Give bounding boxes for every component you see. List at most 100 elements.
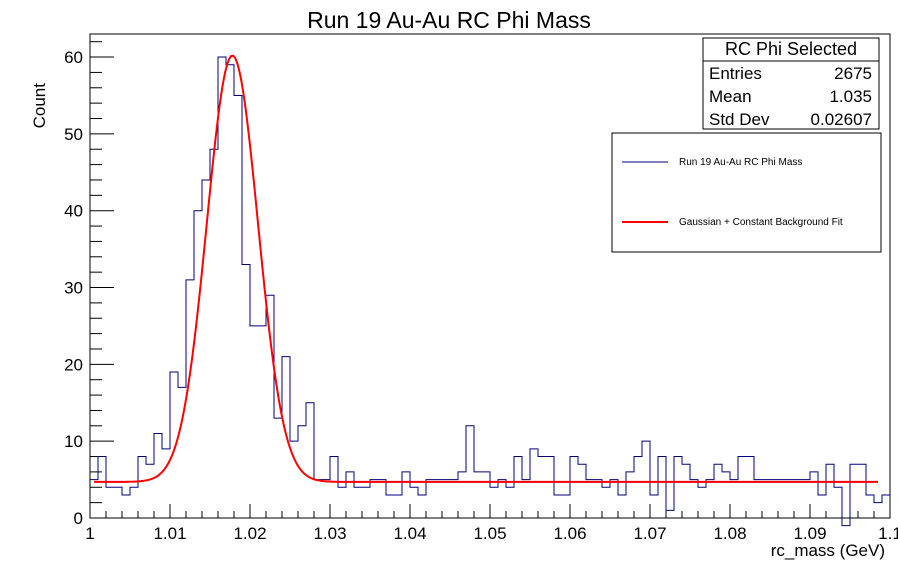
fit-line [94, 54, 878, 483]
histogram-bin [258, 326, 266, 518]
histogram-bin [690, 480, 698, 518]
histogram-bin [418, 495, 426, 518]
histogram-bin [882, 495, 890, 518]
stats-entries-label: Entries [709, 64, 762, 83]
histogram-bin [730, 480, 738, 518]
stats-box-title: RC Phi Selected [725, 39, 857, 59]
histogram-bin [402, 472, 410, 518]
histogram-bin [658, 457, 666, 518]
histogram-bin [794, 480, 802, 518]
histogram-bin [466, 426, 474, 518]
histogram-bin [482, 472, 490, 518]
histogram-bin [322, 480, 330, 518]
histogram-bin [610, 480, 618, 518]
histogram-bin [346, 472, 354, 518]
histogram-bin [634, 457, 642, 518]
histogram-bin [626, 472, 634, 518]
histogram-bin [410, 487, 418, 518]
histogram-bin [874, 503, 882, 518]
histogram-bin [458, 472, 466, 518]
histogram-bin [146, 464, 154, 518]
x-tick-label: 1.09 [793, 524, 826, 543]
histogram-bin [218, 57, 226, 518]
histogram-bin [274, 418, 282, 518]
histogram-bin [186, 280, 194, 518]
y-tick-label: 60 [64, 48, 83, 67]
histogram-bin [450, 480, 458, 518]
y-axis-title: Count [30, 83, 49, 129]
axis-ticks: 1 1.01 1.02 1.03 1.04 1.05 1.06 1.07 1.08 1.09 1.1… [64, 41, 898, 543]
histogram-bin [554, 495, 562, 518]
histogram-bin [498, 480, 506, 518]
histogram-bin [138, 457, 146, 518]
histogram-bin [722, 472, 730, 518]
histogram-bin [866, 495, 874, 518]
histogram-bin [122, 495, 130, 518]
histogram-bin [642, 441, 650, 518]
histogram-bin [162, 449, 170, 518]
histogram-bin [490, 487, 498, 518]
histogram-bin [370, 480, 378, 518]
histogram-bin [306, 403, 314, 518]
histogram-bin [378, 480, 386, 518]
histogram-bin [314, 480, 322, 518]
histogram-bin [90, 480, 98, 518]
histogram-bin [762, 480, 770, 518]
histogram-bin [834, 487, 842, 518]
histogram-bin [666, 510, 674, 518]
histogram-bin [442, 480, 450, 518]
histogram-bin [810, 472, 818, 518]
histogram-bin [850, 464, 858, 518]
histogram-bin [826, 464, 834, 518]
histogram-bin [362, 487, 370, 518]
histogram-bin [858, 464, 866, 518]
y-tick-label: 40 [64, 202, 83, 221]
legend: Run 19 Au-Au RC Phi Mass Gaussian + Cons… [611, 132, 882, 253]
histogram-bin [562, 495, 570, 518]
histogram-bin [434, 480, 442, 518]
histogram-bin [130, 487, 138, 518]
histogram-bin [682, 464, 690, 518]
histogram-bin [754, 480, 762, 518]
histogram-bin [226, 65, 234, 518]
stats-stddev-label: Std Dev [709, 110, 770, 129]
legend-frame [611, 132, 882, 253]
histogram-bin [338, 487, 346, 518]
histogram-bin [210, 149, 218, 518]
histogram-bin [530, 449, 538, 518]
legend-label-fit: Gaussian + Constant Background Fit [679, 217, 843, 228]
histogram-bin [818, 495, 826, 518]
x-tick-label: 1.06 [553, 524, 586, 543]
x-tick-label: 1.08 [713, 524, 746, 543]
histogram-bin [578, 464, 586, 518]
x-tick-label: 1.07 [633, 524, 666, 543]
histogram-bin [106, 487, 114, 518]
stats-stddev-value: 0.02607 [811, 110, 872, 129]
y-tick-label: 10 [64, 432, 83, 451]
y-tick-label: 0 [74, 509, 83, 528]
histogram-bin [618, 495, 626, 518]
x-tick-label: 1.02 [233, 524, 266, 543]
histogram-bin [386, 495, 394, 518]
histogram-bin [586, 480, 594, 518]
stats-entries-value: 2675 [834, 64, 872, 83]
legend-label-histogram: Run 19 Au-Au RC Phi Mass [679, 157, 802, 168]
histogram-bin [242, 264, 250, 518]
histogram-bin [594, 480, 602, 518]
stats-mean-value: 1.035 [829, 87, 872, 106]
histogram-bin [114, 487, 122, 518]
histogram-bin [650, 495, 658, 518]
histogram-bin [770, 480, 778, 518]
histogram-bin [170, 372, 178, 518]
histogram-bin [514, 457, 522, 518]
histogram-bin [474, 472, 482, 518]
histogram-bin [570, 457, 578, 518]
y-tick-label: 30 [64, 279, 83, 298]
x-tick-label: 1.03 [313, 524, 346, 543]
x-tick-label: 1.01 [153, 524, 186, 543]
x-tick-label: 1 [85, 524, 94, 543]
stats-mean-label: Mean [709, 87, 752, 106]
histogram-bin [706, 480, 714, 518]
x-tick-label: 1.1 [878, 524, 898, 543]
